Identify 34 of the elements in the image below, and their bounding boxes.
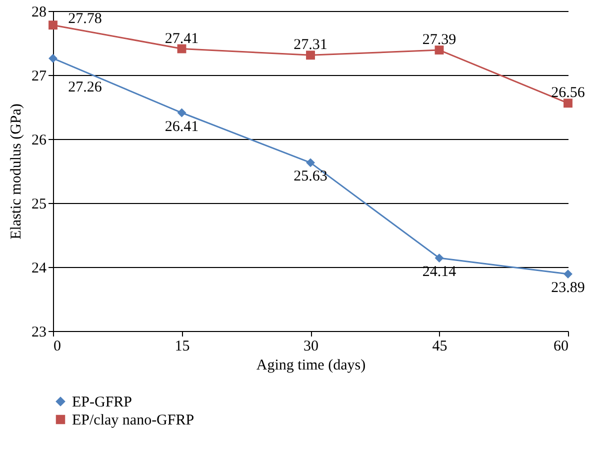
- data-label: 27.31: [294, 37, 328, 54]
- y-tick-label: 25: [32, 196, 46, 212]
- point: [48, 20, 58, 30]
- data-label: 26.41: [164, 118, 199, 135]
- point: [306, 50, 315, 60]
- data-label: 23.89: [551, 280, 585, 296]
- y-axis-title: Elastic modulus (GPa): [8, 104, 24, 240]
- point: [434, 254, 444, 263]
- y-tick-label: 24: [32, 260, 47, 276]
- y-tick-label: 26: [32, 132, 47, 148]
- point: [177, 44, 186, 54]
- y-tick-label: 23: [32, 324, 46, 340]
- x-tick-label: 60: [554, 338, 568, 354]
- data-label: 27.78: [68, 11, 102, 28]
- legend-label: EP-GFRP: [72, 394, 132, 410]
- legend-label: EP/clay nano-GFRP: [72, 412, 194, 428]
- point: [564, 98, 572, 108]
- data-label: 25.63: [294, 168, 328, 185]
- x-tick-label: 30: [304, 338, 318, 354]
- x-tick-label: 0: [54, 338, 61, 354]
- point: [177, 108, 186, 118]
- data-label: 27.39: [422, 32, 456, 48]
- x-tick-label: 45: [432, 338, 448, 354]
- point: [434, 46, 444, 55]
- point: [564, 270, 572, 279]
- x-tick-label: 15: [174, 338, 190, 354]
- data-label: 27.26: [68, 79, 102, 96]
- point: [306, 158, 315, 168]
- point: [48, 54, 58, 63]
- data-label: 26.56: [551, 85, 586, 102]
- x-axis-title: Aging time (days): [256, 358, 366, 374]
- y-tick-label: 28: [32, 4, 46, 20]
- y-tick-label: 27: [32, 68, 47, 84]
- data-label: 27.41: [164, 30, 199, 47]
